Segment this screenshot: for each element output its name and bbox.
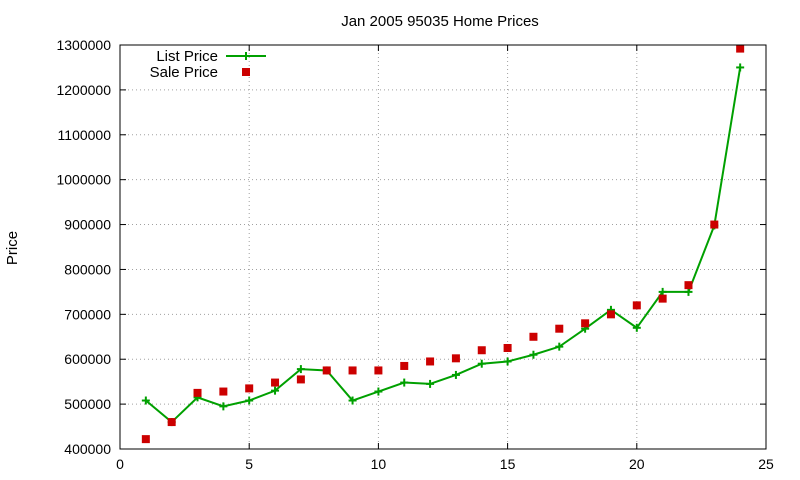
legend-item: List Price [156, 48, 266, 65]
sale-price-series [141, 44, 745, 444]
list-price-point [400, 378, 409, 387]
y-tick-label: 1000000 [56, 172, 111, 188]
y-axis-label: Price [4, 231, 21, 265]
sale-price-point [348, 366, 357, 375]
x-tick-label: 5 [245, 456, 253, 472]
sale-price-point [374, 366, 383, 375]
list-price-point [632, 323, 641, 332]
sale-price-point [451, 354, 460, 363]
chart-title: Jan 2005 95035 Home Prices [341, 13, 539, 30]
list-price-point [374, 387, 383, 396]
sale-price-point [167, 418, 176, 427]
sale-price-point [296, 375, 305, 384]
sale-price-point [322, 366, 331, 375]
list-price-point [271, 386, 280, 395]
sale-price-point [606, 310, 615, 319]
list-price-point [736, 63, 745, 72]
y-tick-label: 1200000 [56, 82, 111, 98]
y-tick-label: 500000 [64, 396, 111, 412]
sale-price-point [141, 435, 150, 444]
sale-price-point [245, 384, 254, 393]
plot-frame [119, 44, 767, 450]
list-price-point [477, 359, 486, 368]
legend-item: Sale Price [150, 64, 250, 81]
sale-price-point [193, 388, 202, 397]
list-price-series [141, 63, 745, 427]
sale-price-point [477, 346, 486, 355]
list-price-point [426, 379, 435, 388]
list-price-line [145, 67, 742, 424]
list-price-point [503, 357, 512, 366]
y-tick-label: 600000 [64, 351, 111, 367]
legend-label: Sale Price [150, 64, 218, 81]
list-price-point [219, 402, 228, 411]
grid-lines [120, 45, 766, 449]
list-price-point [529, 350, 538, 359]
sale-price-point [219, 387, 228, 396]
sale-price-point [658, 294, 667, 303]
legend-marker [242, 52, 250, 60]
x-tick-label: 20 [629, 456, 645, 472]
sale-price-point [710, 220, 719, 229]
legend-label: List Price [156, 48, 218, 65]
y-tick-label: 800000 [64, 261, 111, 277]
sale-price-point [736, 44, 745, 53]
y-tick-label: 900000 [64, 217, 111, 233]
sale-price-point [400, 361, 409, 370]
sale-price-point [555, 324, 564, 333]
sale-price-point [684, 281, 693, 290]
sale-price-point [632, 301, 641, 310]
x-tick-label: 25 [758, 456, 774, 472]
list-price-point [141, 396, 150, 405]
list-price-point [348, 396, 357, 405]
list-price-point [658, 287, 667, 296]
series-layer [141, 44, 745, 444]
sale-price-point [581, 319, 590, 328]
list-price-point [296, 365, 305, 374]
y-tick-label: 1100000 [58, 127, 112, 143]
legend-marker [242, 68, 250, 76]
list-price-point [451, 370, 460, 379]
x-tick-label: 0 [116, 456, 124, 472]
y-tick-label: 400000 [64, 441, 111, 457]
sale-price-point [426, 357, 435, 366]
x-tick-label: 10 [371, 456, 387, 472]
list-price-point [555, 342, 564, 351]
sale-price-point [529, 332, 538, 341]
y-tick-label: 700000 [64, 306, 111, 322]
list-price-point [245, 396, 254, 405]
axes: 400000 500000 600000 700000 800000 900000 1000… [56, 37, 774, 472]
sale-price-point [271, 378, 280, 387]
y-tick-label: 1300000 [56, 37, 111, 53]
list-price-point [684, 287, 693, 296]
x-tick-label: 15 [500, 456, 516, 472]
sale-price-point [503, 344, 512, 352]
